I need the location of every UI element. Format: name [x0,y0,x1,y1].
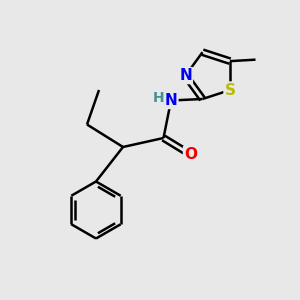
Text: H: H [153,91,164,105]
Text: S: S [224,82,236,98]
Text: O: O [184,147,197,162]
Text: N: N [179,68,192,83]
Text: N: N [165,93,177,108]
